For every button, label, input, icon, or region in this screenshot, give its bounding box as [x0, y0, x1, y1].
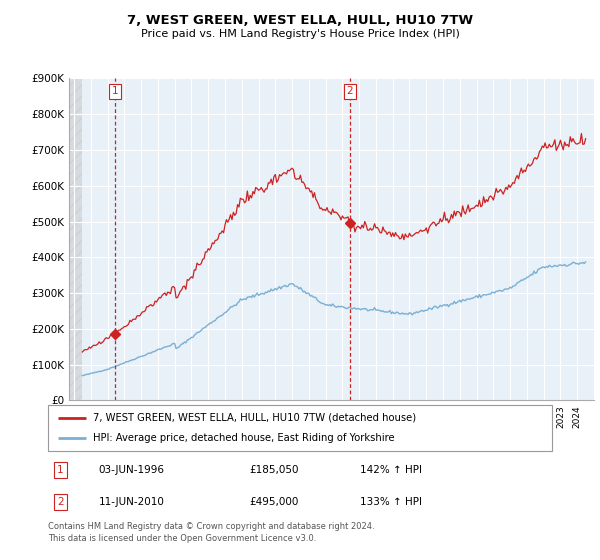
Text: 1: 1: [112, 86, 118, 96]
Text: 142% ↑ HPI: 142% ↑ HPI: [361, 465, 422, 475]
Text: HPI: Average price, detached house, East Riding of Yorkshire: HPI: Average price, detached house, East…: [94, 433, 395, 444]
Text: 2: 2: [346, 86, 353, 96]
Text: 03-JUN-1996: 03-JUN-1996: [98, 465, 164, 475]
Text: £185,050: £185,050: [250, 465, 299, 475]
Text: 2: 2: [57, 497, 64, 507]
Text: 7, WEST GREEN, WEST ELLA, HULL, HU10 7TW: 7, WEST GREEN, WEST ELLA, HULL, HU10 7TW: [127, 14, 473, 27]
Text: Price paid vs. HM Land Registry's House Price Index (HPI): Price paid vs. HM Land Registry's House …: [140, 29, 460, 39]
Text: 7, WEST GREEN, WEST ELLA, HULL, HU10 7TW (detached house): 7, WEST GREEN, WEST ELLA, HULL, HU10 7TW…: [94, 413, 416, 423]
Text: 133% ↑ HPI: 133% ↑ HPI: [361, 497, 422, 507]
Text: £495,000: £495,000: [250, 497, 299, 507]
Text: Contains HM Land Registry data © Crown copyright and database right 2024.
This d: Contains HM Land Registry data © Crown c…: [48, 522, 374, 543]
Text: 1: 1: [57, 465, 64, 475]
Text: 11-JUN-2010: 11-JUN-2010: [98, 497, 164, 507]
Bar: [69, 78, 82, 400]
